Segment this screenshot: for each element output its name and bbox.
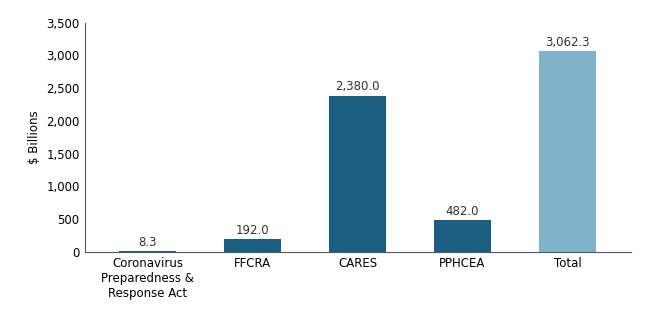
Y-axis label: $ Billions: $ Billions [28, 110, 41, 164]
Bar [329, 96, 386, 252]
Text: 3,062.3: 3,062.3 [545, 36, 590, 49]
Text: 2,380.0: 2,380.0 [335, 80, 380, 93]
Bar [434, 220, 491, 252]
Bar [224, 239, 281, 252]
Text: 192.0: 192.0 [236, 224, 269, 237]
Text: 8.3: 8.3 [138, 236, 157, 249]
Bar [118, 251, 176, 252]
Text: 482.0: 482.0 [446, 205, 479, 218]
Bar [539, 51, 597, 252]
